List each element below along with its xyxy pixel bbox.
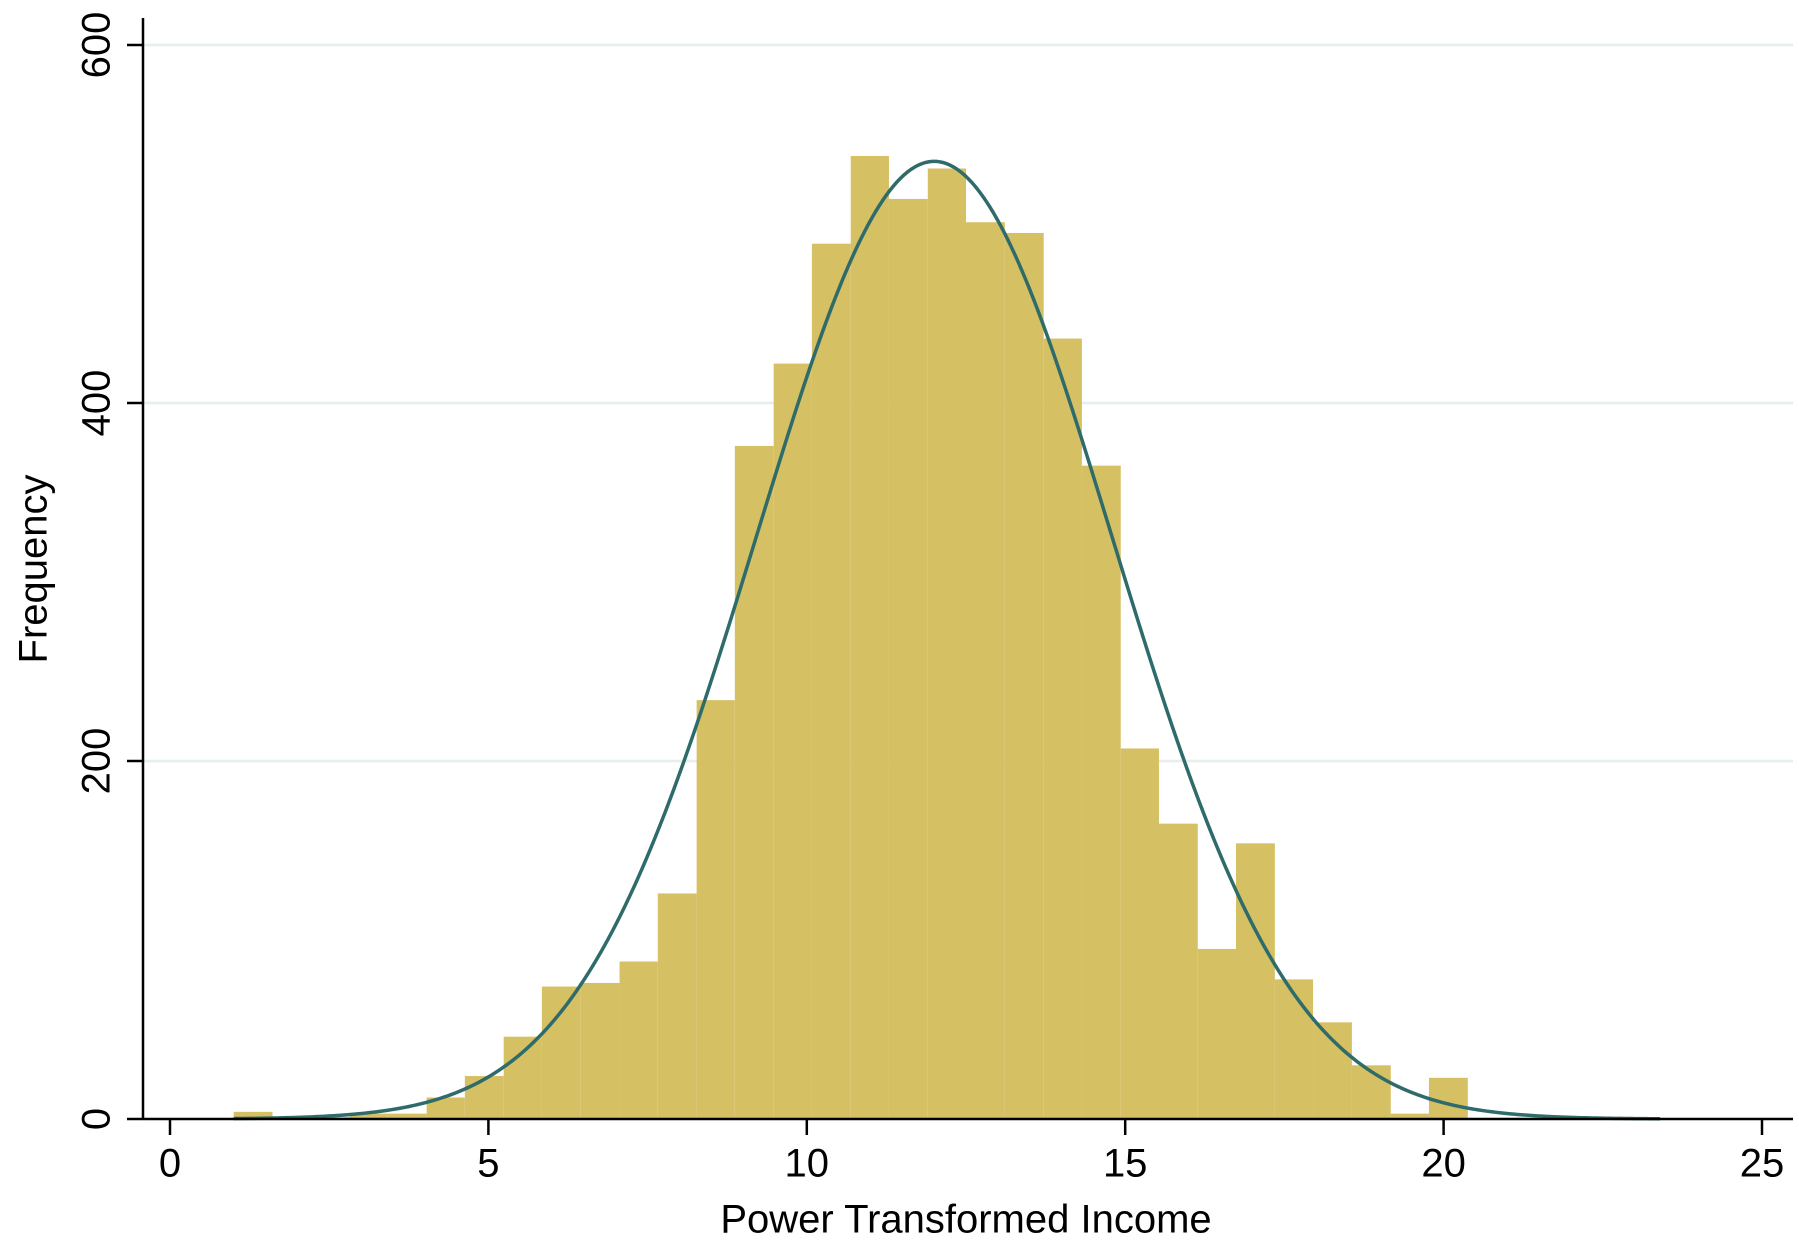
bar — [927, 168, 966, 1119]
bar — [1004, 232, 1044, 1119]
x-tick-label: 10 — [785, 1142, 830, 1186]
bar — [811, 243, 851, 1119]
bar — [1351, 1065, 1391, 1119]
bar — [1043, 338, 1082, 1119]
bar — [233, 1111, 273, 1119]
x-tick-label: 0 — [159, 1142, 181, 1186]
y-tick-label: 0 — [75, 1108, 119, 1130]
x-tick-label: 20 — [1421, 1142, 1466, 1186]
bar — [541, 986, 581, 1119]
bar — [1197, 948, 1237, 1119]
x-tick-label: 5 — [477, 1142, 499, 1186]
bar — [1274, 979, 1314, 1119]
bar — [1120, 748, 1159, 1119]
bar — [657, 893, 697, 1119]
bar — [696, 700, 735, 1119]
bar — [619, 961, 658, 1119]
y-tick-label: 200 — [75, 728, 119, 795]
bar — [1158, 823, 1198, 1119]
bar — [464, 1076, 504, 1119]
bar — [1428, 1077, 1468, 1119]
bar — [966, 222, 1005, 1119]
y-tick-label: 600 — [75, 12, 119, 79]
bar — [580, 982, 620, 1119]
bar — [349, 1113, 388, 1119]
bar — [426, 1097, 465, 1119]
normal-curve — [233, 159, 1661, 1121]
bar — [1081, 465, 1121, 1119]
bar — [1236, 843, 1275, 1119]
bar — [1313, 1022, 1352, 1119]
bar — [734, 445, 774, 1120]
x-tick-label: 15 — [1103, 1142, 1148, 1186]
bar — [503, 1036, 542, 1119]
bar — [1390, 1113, 1429, 1119]
x-tick-label: 25 — [1740, 1142, 1785, 1186]
bar — [387, 1113, 427, 1119]
bar — [888, 198, 928, 1119]
y-tick-label: 400 — [75, 370, 119, 437]
bar — [850, 155, 889, 1120]
y-axis-label: Frequency — [12, 475, 56, 664]
bar — [773, 363, 812, 1119]
x-axis-label: Power Transformed Income — [720, 1198, 1211, 1242]
